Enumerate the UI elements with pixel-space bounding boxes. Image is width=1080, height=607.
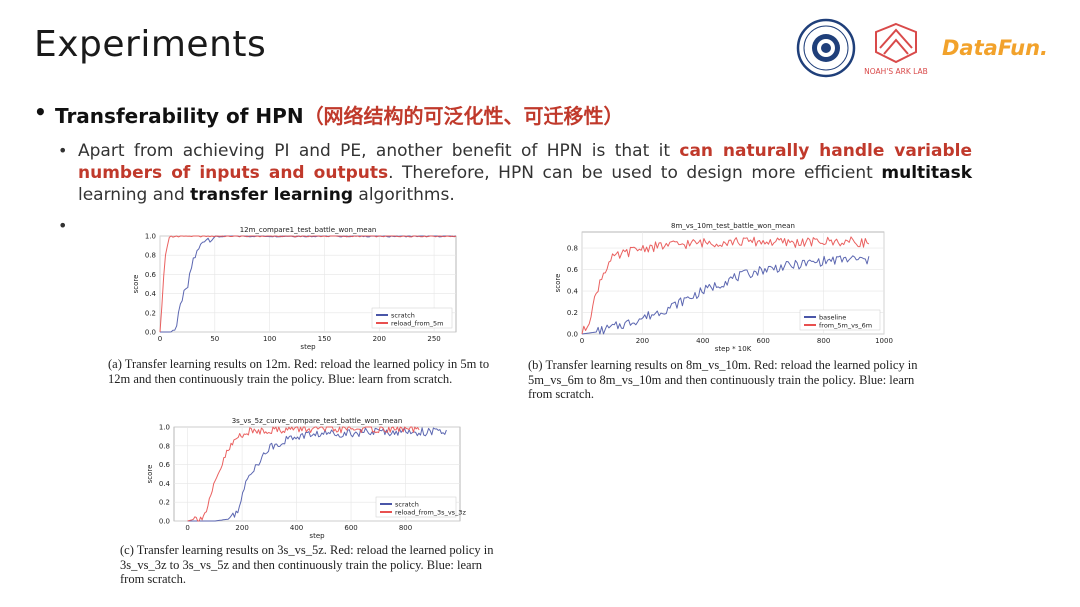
chart-3s-vs-5z: 3s_vs_5z_curve_compare_test_battle_won_m… bbox=[146, 417, 466, 540]
x-tick-label: 600 bbox=[344, 524, 357, 532]
x-tick-label: 150 bbox=[318, 335, 331, 343]
sub-bullet-dot: • bbox=[58, 141, 68, 160]
bullet-label-cn: （网络结构的可泛化性、可迁移性） bbox=[303, 104, 624, 128]
series-line-baseline bbox=[581, 255, 870, 335]
x-tick-label: 400 bbox=[290, 524, 303, 532]
paragraph-text-1: Apart from achieving PI and PE, another … bbox=[78, 141, 680, 161]
y-tick-label: 0.2 bbox=[567, 309, 578, 317]
x-tick-label: 50 bbox=[210, 335, 219, 343]
series-line-reload_from_3s_vs_3z bbox=[187, 426, 420, 522]
y-tick-label: 0.4 bbox=[159, 480, 171, 488]
legend-box bbox=[371, 307, 453, 329]
y-tick-label: 1.0 bbox=[145, 233, 156, 241]
chart-title: 12m_compare1_test_battle_won_mean bbox=[240, 226, 377, 234]
legend-box bbox=[375, 496, 457, 518]
noahs-ark-lab-text: NOAH'S ARK LAB bbox=[864, 67, 928, 76]
paragraph-bold-transfer: transfer learning bbox=[190, 185, 354, 205]
x-axis-label: step bbox=[309, 532, 325, 540]
x-axis-label: step * 10K bbox=[715, 345, 752, 353]
x-tick-label: 200 bbox=[373, 335, 386, 343]
x-tick-label: 800 bbox=[399, 524, 412, 532]
legend-label: from_5m_vs_6m bbox=[819, 321, 872, 329]
y-tick-label: 1.0 bbox=[159, 424, 170, 432]
y-tick-label: 0.0 bbox=[145, 329, 156, 337]
y-axis-label: score bbox=[554, 274, 562, 293]
paragraph-bold-multitask: multitask bbox=[881, 163, 973, 183]
chart-8m-vs-10m: 8m_vs_10m_test_battle_won_mean 0 200 400 600… bbox=[554, 222, 893, 353]
x-tick-label: 1000 bbox=[875, 337, 893, 345]
y-tick-label: 0.4 bbox=[145, 290, 157, 298]
legend-label: baseline bbox=[819, 313, 846, 321]
x-axis-label: step bbox=[300, 343, 316, 351]
series-line-scratch bbox=[187, 427, 447, 522]
y-tick-label: 0.2 bbox=[159, 499, 170, 507]
y-tick-label: 0.6 bbox=[145, 271, 157, 279]
y-tick-label: 0.4 bbox=[567, 288, 579, 296]
sub-bullet-dot-2: • bbox=[58, 216, 68, 235]
slide-title: Experiments bbox=[34, 24, 267, 65]
chart-title: 8m_vs_10m_test_battle_won_mean bbox=[671, 222, 795, 230]
y-tick-label: 0.0 bbox=[567, 331, 578, 339]
y-tick-label: 0.6 bbox=[567, 266, 579, 274]
x-tick-label: 200 bbox=[235, 524, 248, 532]
x-tick-label: 600 bbox=[757, 337, 770, 345]
x-tick-label: 0 bbox=[580, 337, 584, 345]
y-tick-label: 0.8 bbox=[159, 442, 170, 450]
paragraph-text-4: algorithms. bbox=[353, 185, 455, 205]
y-tick-label: 0.2 bbox=[145, 309, 156, 317]
logo-bar: NOAH'S ARK LAB DataFun. bbox=[796, 18, 1048, 78]
y-axis-label: score bbox=[146, 465, 154, 484]
y-axis-label: score bbox=[132, 275, 140, 294]
x-tick-label: 400 bbox=[696, 337, 709, 345]
university-seal-logo bbox=[796, 18, 856, 78]
legend-label: reload_from_3s_vs_3z bbox=[395, 508, 466, 516]
x-tick-label: 200 bbox=[636, 337, 649, 345]
x-tick-label: 0 bbox=[158, 335, 162, 343]
legend-label: reload_from_5m bbox=[391, 319, 444, 327]
y-tick-label: 0.0 bbox=[159, 518, 170, 526]
noahs-ark-lab-logo: NOAH'S ARK LAB bbox=[864, 22, 928, 76]
bullet-label: Transferability of HPN bbox=[55, 104, 304, 128]
y-tick-label: 0.8 bbox=[567, 245, 578, 253]
y-tick-label: 0.8 bbox=[145, 252, 156, 260]
bullet-text: Transferability of HPN（网络结构的可泛化性、可迁移性） bbox=[55, 100, 624, 129]
paragraph-text-2: . Therefore, HPN can be used to design m… bbox=[388, 163, 882, 183]
paragraph: Apart from achieving PI and PE, another … bbox=[78, 140, 972, 206]
datafun-text: DataFun. bbox=[942, 36, 1048, 60]
caption-c: (c) Transfer learning results on 3s_vs_5… bbox=[120, 543, 494, 586]
chart-12m: 12m_compare1_test_battle_won_mean 0 50 100 1… bbox=[132, 226, 457, 351]
caption-b: (b) Transfer learning results on 8m_vs_1… bbox=[528, 358, 918, 401]
legend-label: scratch bbox=[395, 500, 419, 508]
y-tick-label: 0.6 bbox=[159, 461, 171, 469]
x-tick-label: 800 bbox=[817, 337, 830, 345]
chart-title: 3s_vs_5z_curve_compare_test_battle_won_m… bbox=[232, 417, 403, 425]
bullet-dot: • bbox=[34, 100, 47, 124]
caption-a: (a) Transfer learning results on 12m. Re… bbox=[108, 357, 490, 386]
datafun-logo: DataFun. bbox=[942, 36, 1048, 60]
series-line-reload_from_5m bbox=[159, 235, 457, 333]
series-line-from_5m_vs_6m bbox=[581, 236, 870, 335]
paragraph-text-3: learning and bbox=[78, 185, 191, 205]
x-tick-label: 250 bbox=[427, 335, 440, 343]
x-tick-label: 0 bbox=[185, 524, 189, 532]
x-tick-label: 100 bbox=[263, 335, 276, 343]
legend-label: scratch bbox=[391, 311, 415, 319]
paragraph-highlight: can naturally handle variable numbers of… bbox=[78, 141, 972, 183]
legend-box bbox=[799, 309, 881, 331]
